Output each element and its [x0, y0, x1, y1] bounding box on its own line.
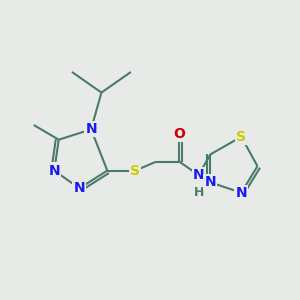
Text: H: H	[194, 186, 204, 199]
Text: S: S	[236, 130, 246, 144]
Text: N: N	[193, 168, 204, 182]
Text: N: N	[85, 122, 97, 136]
Text: O: O	[173, 127, 185, 141]
Text: S: S	[130, 164, 140, 178]
Text: N: N	[205, 176, 216, 189]
Text: N: N	[74, 181, 85, 195]
Text: N: N	[236, 186, 247, 200]
Text: N: N	[49, 164, 60, 178]
